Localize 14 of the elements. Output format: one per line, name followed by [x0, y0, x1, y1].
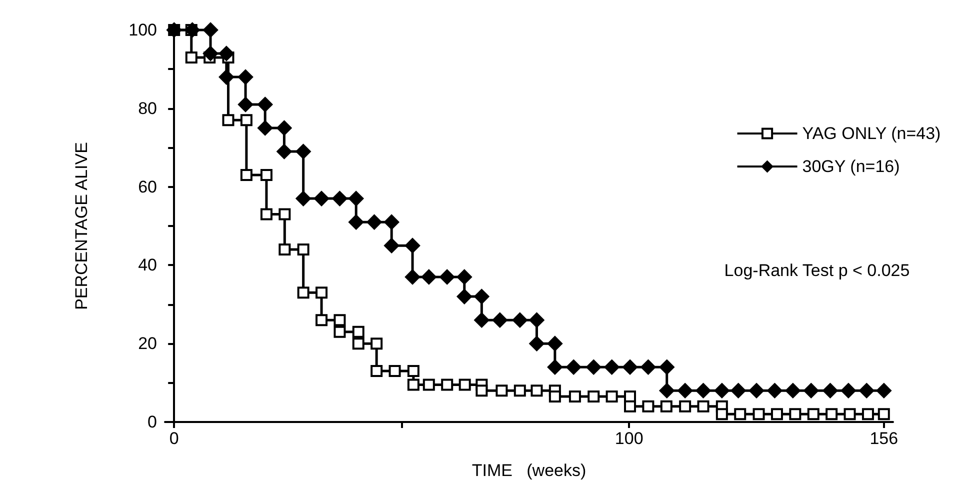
y-axis-title: PERCENTAGE ALIVE — [72, 142, 91, 310]
y-tick-label: 40 — [138, 256, 157, 275]
annotation: Log-Rank Test p < 0.025 — [724, 261, 910, 280]
x-tick-label: 100 — [614, 429, 644, 448]
x-axis-title: TIME (weeks) — [472, 461, 586, 480]
x-tick-label: 156 — [870, 429, 898, 448]
legend-label: YAG ONLY (n=43) — [802, 124, 941, 143]
y-tick-label: 60 — [138, 177, 157, 196]
y-tick-label: 20 — [138, 334, 157, 354]
legend-label: 30GY (n=16) — [802, 157, 900, 176]
y-tick-label: 80 — [138, 98, 157, 118]
x-tick-label: 0 — [169, 429, 179, 448]
y-tick-label: 100 — [128, 20, 157, 40]
y-tick-label: 0 — [148, 412, 157, 432]
